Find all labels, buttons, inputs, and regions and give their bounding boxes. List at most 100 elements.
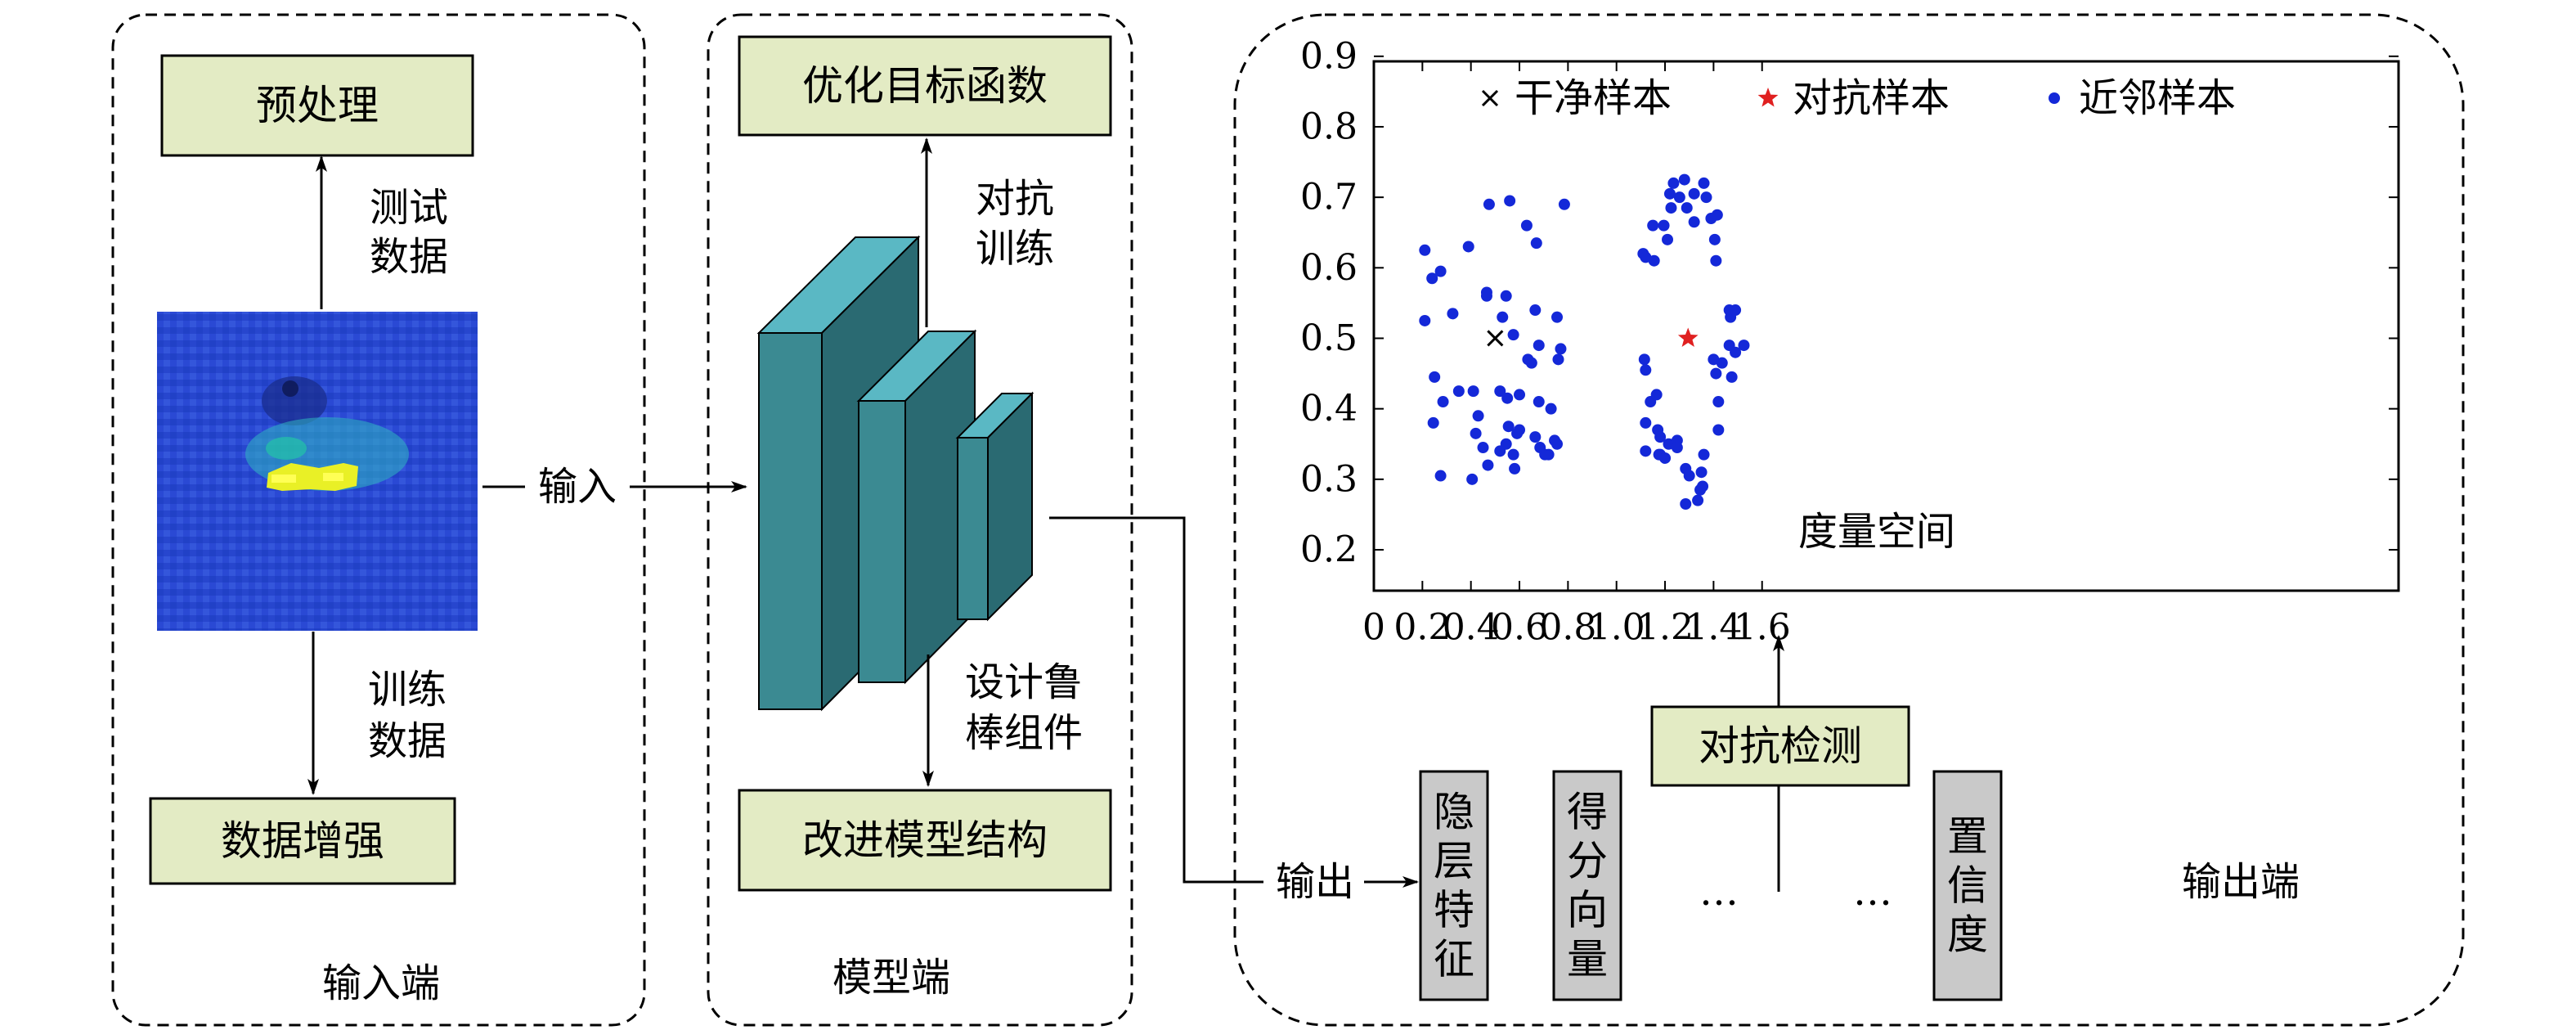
- neighbor-point: [1551, 311, 1564, 323]
- legend-marker-star: [1757, 88, 1779, 107]
- neighbor-point: [1502, 421, 1515, 433]
- optimize-label: 优化目标函数: [802, 62, 1048, 110]
- neighbor-point: [1648, 254, 1660, 267]
- neighbor-point: [1555, 343, 1567, 355]
- neighbor-point: [1466, 473, 1479, 485]
- output-panel-footer: 输出端: [2182, 859, 2300, 905]
- model-panel-footer: 模型端: [832, 955, 950, 1001]
- y-tick-label: 0.4: [1300, 388, 1358, 430]
- neighbor-point: [1419, 314, 1431, 326]
- neighbor-point: [1667, 177, 1680, 189]
- neighbor-point: [1434, 265, 1447, 277]
- chart-legend: 干净样本 对抗样本 近邻样本: [1481, 75, 2236, 121]
- neighbor-point: [1688, 187, 1700, 200]
- neighbor-point: [1507, 448, 1519, 461]
- y-tick-label: 0.6: [1300, 247, 1358, 289]
- feature-box: 隐层特征: [1419, 770, 1489, 1001]
- neighbor-point: [1650, 389, 1663, 401]
- neighbor-point: [1434, 470, 1447, 482]
- chart-points: [1419, 173, 1750, 510]
- output-arrow-label: 输出: [1276, 859, 1354, 905]
- x-tick-label: 0.4: [1443, 607, 1500, 649]
- adversarial-point: [1677, 327, 1699, 347]
- neighbor-point: [1688, 216, 1700, 228]
- neighbor-point: [1640, 364, 1652, 376]
- neighbor-point: [1494, 385, 1506, 398]
- detect-label: 对抗检测: [1699, 722, 1862, 770]
- neighbor-point: [1504, 195, 1516, 207]
- neighbor-point: [1692, 494, 1704, 506]
- neighbor-point: [1681, 202, 1693, 214]
- neighbor-point: [1683, 470, 1695, 482]
- augment-box: 数据增强: [149, 797, 456, 885]
- output-panel-border: [1233, 13, 2465, 1027]
- neighbor-point: [1482, 459, 1494, 471]
- neighbor-point: [1467, 385, 1479, 398]
- improve-label: 改进模型结构: [802, 816, 1048, 864]
- adv-train-label-2: 训练: [976, 226, 1054, 272]
- feature-label: 置信度: [1947, 813, 1988, 959]
- neighbor-point: [1658, 219, 1670, 232]
- neighbor-point: [1533, 396, 1545, 408]
- x-tick-label: 1.2: [1636, 607, 1694, 649]
- legend-label: 干净样本: [1515, 75, 1672, 121]
- neighbor-point: [1638, 353, 1650, 366]
- neighbor-point: [1520, 219, 1533, 232]
- neighbor-point: [1533, 340, 1545, 352]
- model-panel-border: [707, 13, 1133, 1027]
- neighbor-point: [1738, 340, 1750, 352]
- neighbor-point: [1712, 424, 1725, 436]
- neighbor-point: [1700, 191, 1712, 204]
- neighbor-point: [1730, 346, 1742, 358]
- neighbor-point: [1525, 357, 1537, 369]
- neighbor-point: [1497, 311, 1509, 323]
- neighbor-point: [1726, 371, 1738, 383]
- neighbor-point: [1470, 427, 1482, 439]
- neighbor-point: [1500, 290, 1512, 302]
- neighbor-point: [1545, 403, 1557, 415]
- neighbor-point: [1662, 233, 1674, 245]
- neighbor-point: [1501, 392, 1514, 404]
- ellipsis-2: …: [1853, 869, 1892, 915]
- neighbor-point: [1514, 424, 1526, 436]
- neighbor-point: [1708, 233, 1721, 245]
- x-tick-label: 1.4: [1685, 607, 1742, 649]
- neighbor-point: [1529, 304, 1542, 317]
- augment-label: 数据增强: [221, 817, 384, 865]
- y-tick-label: 0.8: [1300, 106, 1358, 147]
- neighbor-point: [1477, 442, 1489, 454]
- neighbor-point: [1678, 173, 1690, 186]
- test-data-label-1: 测试: [370, 185, 448, 231]
- x-tick-label: 1.0: [1588, 607, 1645, 649]
- x-tick-label: 1.6: [1734, 607, 1791, 649]
- neighbor-point: [1640, 445, 1652, 457]
- detect-box: 对抗检测: [1650, 705, 1910, 787]
- feature-boxes: 隐层特征 得分向量 置信度: [1419, 770, 2003, 1001]
- x-tick-label: 0.8: [1539, 607, 1596, 649]
- neighbor-point: [1710, 254, 1722, 267]
- improve-box: 改进模型结构: [738, 789, 1112, 892]
- train-data-label-1: 训练: [368, 667, 447, 713]
- test-data-label-2: 数据: [370, 234, 448, 280]
- feature-label: 得分向量: [1567, 789, 1608, 983]
- neighbor-point: [1558, 198, 1570, 210]
- neighbor-point: [1427, 416, 1439, 429]
- preprocess-label: 预处理: [256, 82, 379, 129]
- neighbor-point: [1514, 389, 1526, 401]
- neighbor-point: [1654, 431, 1667, 443]
- feature-label: 隐层特征: [1434, 789, 1474, 983]
- y-tick-label: 0.9: [1300, 35, 1358, 77]
- neighbor-point: [1530, 237, 1542, 250]
- legend-marker-dot: [2049, 92, 2060, 104]
- chart-annotation: 度量空间: [1798, 509, 1955, 555]
- neighbor-point: [1671, 442, 1683, 454]
- neighbor-point: [1730, 304, 1742, 317]
- x-tick-label: 0: [1362, 607, 1385, 649]
- neighbor-point: [1663, 187, 1676, 200]
- neighbor-point: [1695, 466, 1708, 479]
- neighbor-point: [1697, 480, 1709, 493]
- neighbor-point: [1452, 385, 1465, 398]
- y-tick-label: 0.7: [1300, 177, 1358, 218]
